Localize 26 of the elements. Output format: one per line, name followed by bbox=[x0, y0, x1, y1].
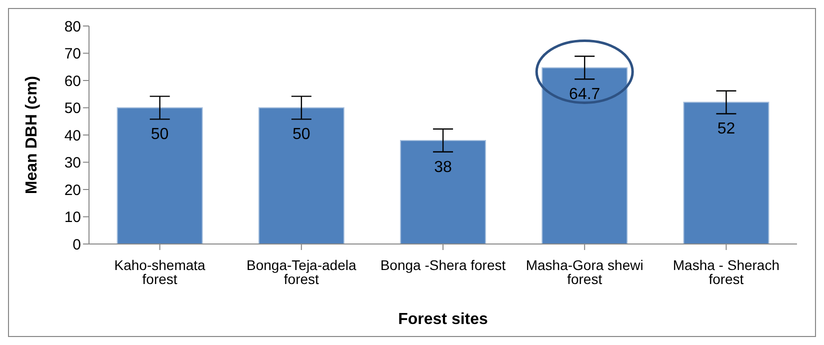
x-tick-label: Bonga-Teja-adela forest bbox=[246, 256, 356, 287]
bar bbox=[116, 107, 203, 244]
data-label: 38 bbox=[434, 158, 452, 176]
bar bbox=[258, 107, 344, 244]
bar bbox=[683, 102, 770, 244]
y-tick-label: 60 bbox=[64, 72, 81, 90]
y-tick-label: 10 bbox=[64, 209, 81, 226]
x-tick-label: Masha - Sherach forest bbox=[672, 256, 780, 287]
y-tick-label: 30 bbox=[64, 154, 81, 172]
bar bbox=[400, 140, 486, 244]
y-tick-label: 50 bbox=[64, 100, 81, 118]
x-tick-label: Bonga -Shera forest bbox=[380, 256, 506, 273]
data-label: 64.7 bbox=[569, 86, 600, 104]
x-tick-label: Masha-Gora shewi forest bbox=[526, 256, 644, 287]
data-label: 50 bbox=[150, 126, 169, 144]
y-tick-label: 70 bbox=[64, 46, 81, 63]
x-axis-title: Forest sites bbox=[398, 311, 488, 328]
data-label: 50 bbox=[292, 126, 310, 144]
y-tick-label: 20 bbox=[64, 182, 81, 199]
x-tick-label: Kaho-shemata forest bbox=[114, 256, 206, 287]
y-tick-label: 80 bbox=[64, 18, 81, 36]
y-tick-label: 40 bbox=[64, 127, 81, 144]
y-tick-label: 0 bbox=[72, 236, 81, 254]
y-axis-title: Mean DBH (cm) bbox=[24, 76, 41, 194]
data-label: 52 bbox=[717, 120, 736, 138]
bar bbox=[542, 67, 628, 244]
